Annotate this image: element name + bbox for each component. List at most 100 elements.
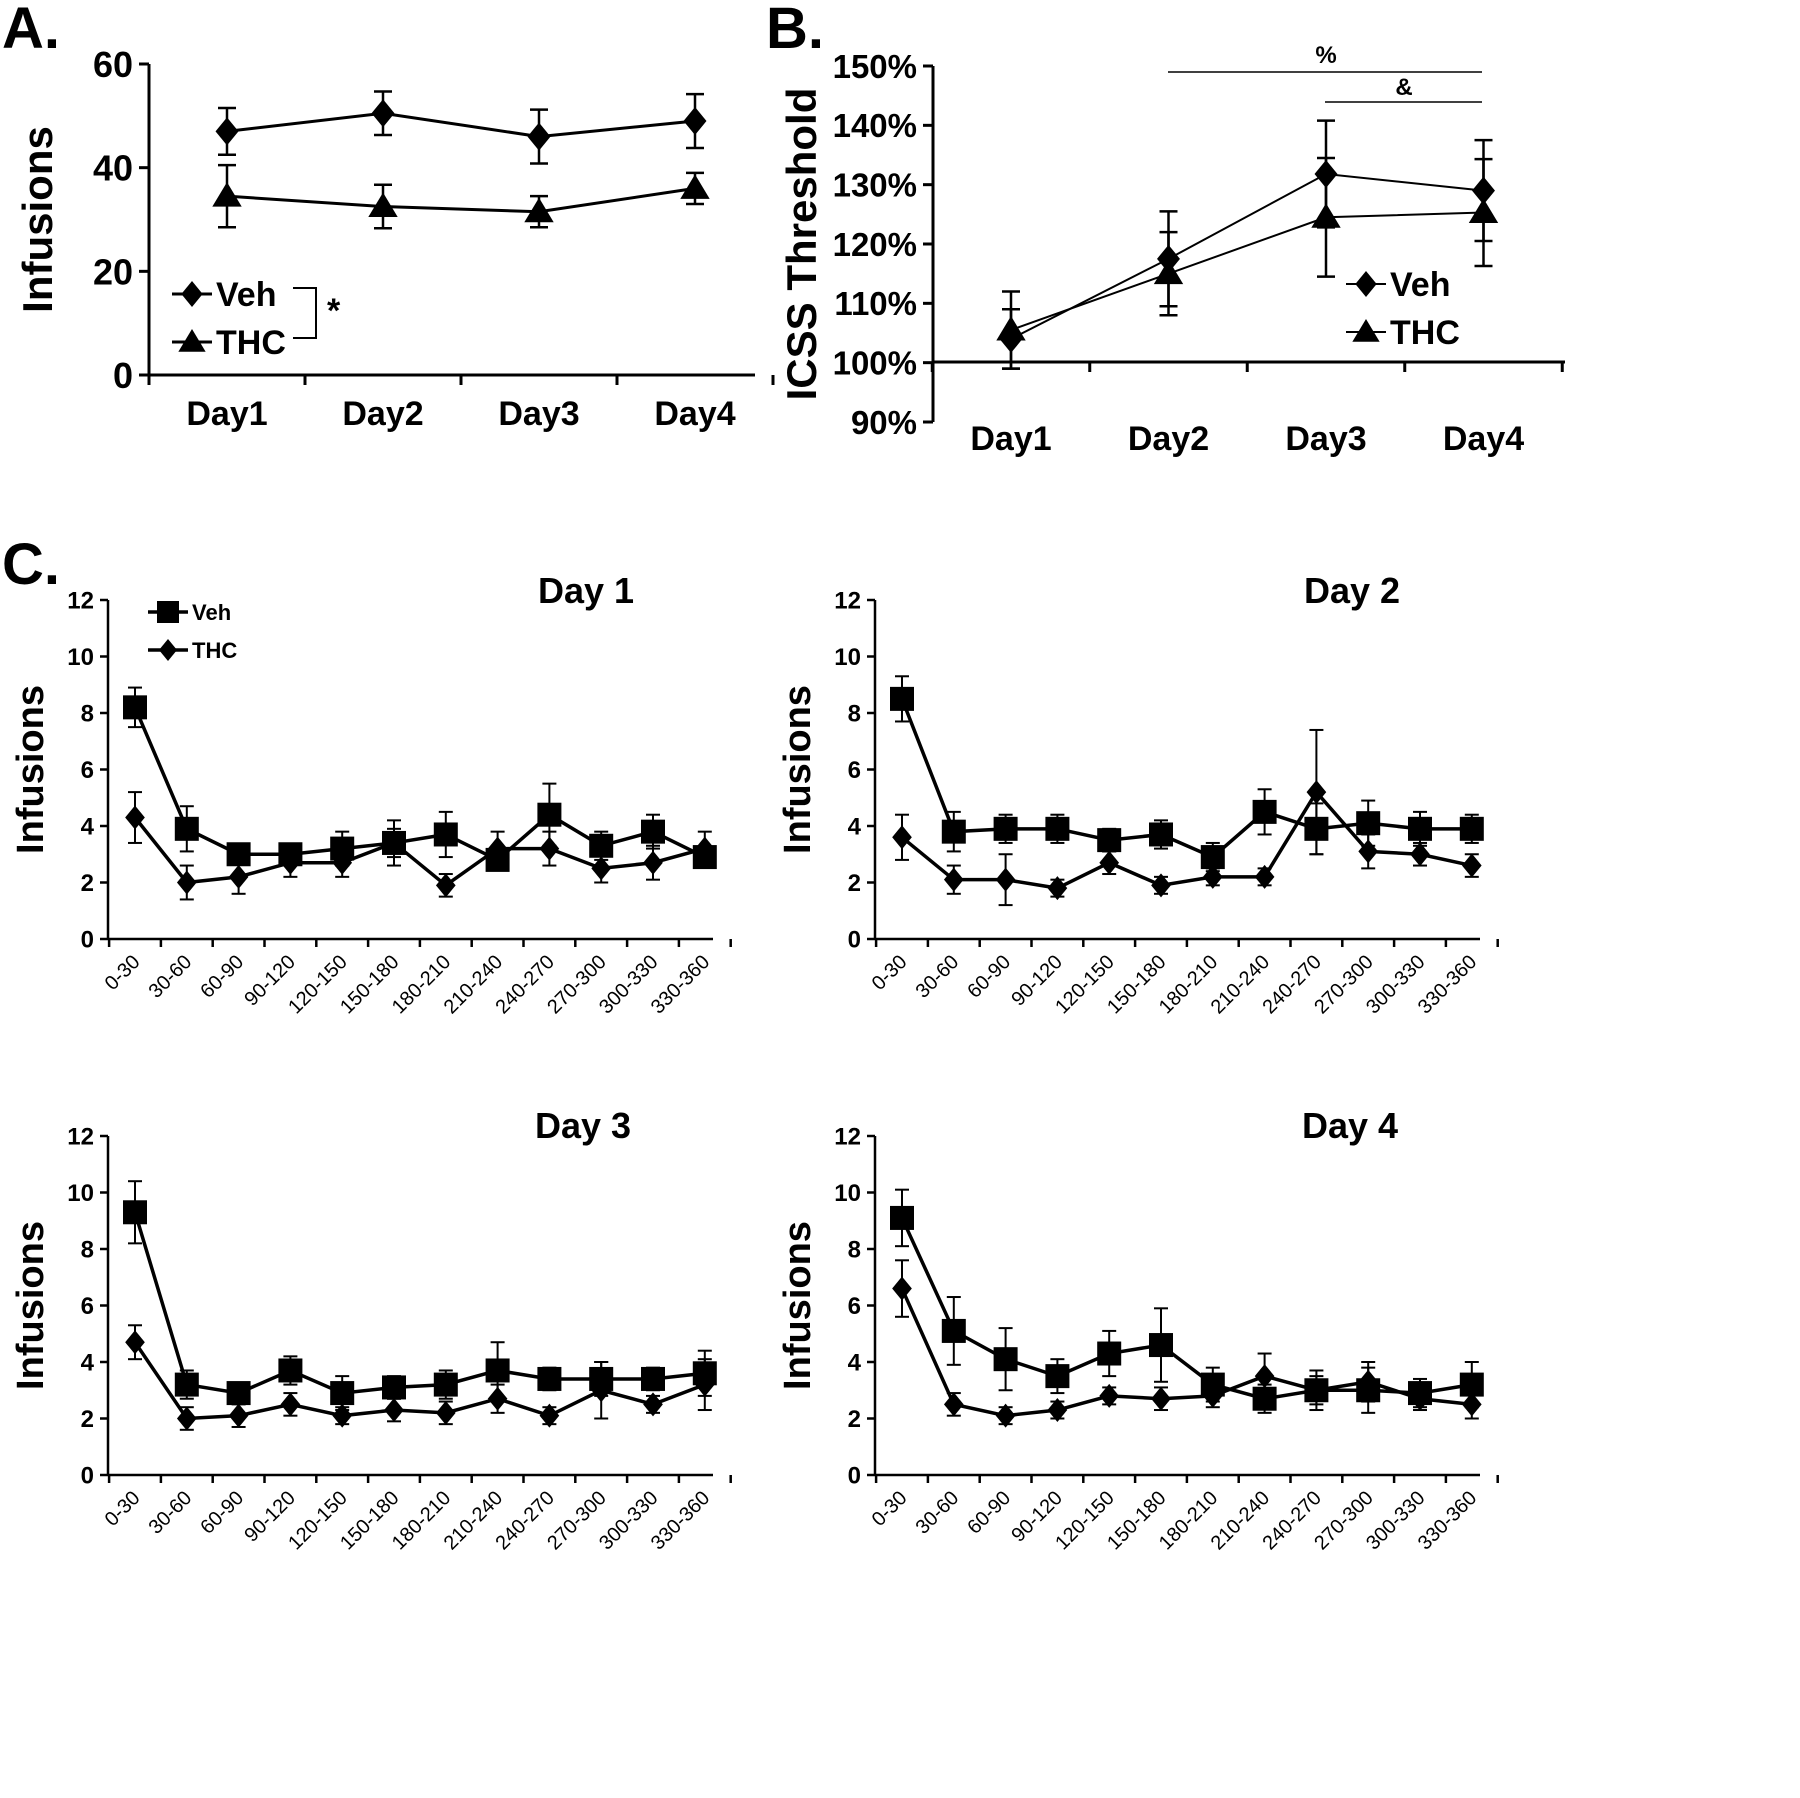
data-point-veh <box>1459 816 1484 841</box>
data-point-thc <box>384 830 404 855</box>
y-tick-label: 110% <box>834 285 917 322</box>
data-point-thc <box>1254 1364 1275 1389</box>
series-thc <box>212 163 710 230</box>
data-point-veh <box>890 686 914 711</box>
series-veh <box>890 1188 1484 1414</box>
y-tick-label: 0 <box>81 1463 94 1490</box>
y-tick-label: 12 <box>834 588 861 615</box>
data-point-veh <box>683 107 707 136</box>
data-point-thc <box>1099 850 1120 875</box>
data-point-thc <box>1410 842 1430 867</box>
data-point-thc <box>1151 1386 1171 1411</box>
data-point-thc <box>643 1392 663 1417</box>
data-point-thc <box>591 1378 612 1403</box>
data-point-thc <box>1306 780 1327 805</box>
data-point-thc <box>892 1276 912 1301</box>
y-tick-label: 6 <box>81 757 94 784</box>
chart-b: 90% 100% 110% 120% 130% 140% 150% Day1 Day2 Day3 D… <box>778 42 1565 458</box>
y-tick-label: 2 <box>848 1406 861 1433</box>
legend-item-thc: THC <box>172 324 286 362</box>
panel-label-c: C. <box>2 532 60 597</box>
data-point-thc <box>539 1403 560 1428</box>
x-category-label: Day4 <box>1443 420 1524 458</box>
y-tick-label: 10 <box>67 644 94 671</box>
y-tick-label: 8 <box>848 1237 861 1264</box>
data-point-thc <box>694 1372 715 1397</box>
legend-marker-veh <box>157 601 179 623</box>
series-thc <box>892 728 1482 907</box>
x-category-label: Day3 <box>498 395 579 433</box>
data-point-veh <box>1356 811 1381 836</box>
significance-marker-percent: % <box>1315 42 1336 69</box>
data-point-thc <box>125 805 145 830</box>
data-point-thc <box>1461 1392 1482 1417</box>
data-point-veh <box>1408 816 1432 841</box>
y-tick-label: 0 <box>81 927 94 954</box>
data-point-thc <box>1153 259 1184 285</box>
y-tick-label: 2 <box>81 1406 94 1433</box>
series-line-veh <box>226 111 696 139</box>
data-point-thc <box>694 836 715 861</box>
data-point-thc <box>1468 198 1499 224</box>
data-point-thc <box>487 1386 508 1411</box>
data-point-thc <box>995 1403 1016 1428</box>
legend-marker-thc <box>178 329 206 352</box>
data-point-thc <box>435 1400 456 1425</box>
series-line-thc <box>226 186 696 214</box>
x-category-label: 0-30 <box>868 1487 912 1531</box>
y-tick-label: 90% <box>851 404 917 441</box>
data-point-thc <box>368 192 398 218</box>
data-point-thc <box>892 825 912 850</box>
y-tick-label: 6 <box>848 1293 861 1320</box>
y-axis-label: Infusions <box>10 685 52 854</box>
data-point-thc <box>1306 1378 1327 1403</box>
y-axis-label: Infusions <box>14 126 61 313</box>
series-veh <box>123 1180 717 1412</box>
data-point-veh <box>226 1381 251 1406</box>
y-tick-label: 120% <box>833 226 917 263</box>
x-category-label: Day4 <box>654 395 735 433</box>
panel-label-b: B. <box>766 0 824 61</box>
series-veh <box>123 686 717 872</box>
significance-marker-ampersand: & <box>1395 74 1412 101</box>
legend-label: Veh <box>1390 266 1450 304</box>
x-category-label: 30-60 <box>912 951 964 1003</box>
chart-title: Day 1 <box>538 570 634 611</box>
chart-a: 0 20 40 60 Day1 Day2 Day3 Day4 Infusions Veh THC * <box>14 44 775 433</box>
data-point-veh <box>890 1205 914 1230</box>
legend-marker-veh <box>1355 271 1377 297</box>
legend-item-veh: Veh <box>148 600 231 625</box>
data-point-veh <box>1097 828 1122 853</box>
series-line-thc <box>1010 211 1484 331</box>
chart-title: Day 2 <box>1304 570 1400 611</box>
data-point-thc <box>524 197 554 223</box>
data-point-thc <box>228 1403 249 1428</box>
data-point-thc <box>1254 864 1275 889</box>
series-line-veh <box>133 706 706 862</box>
data-point-thc <box>125 1330 145 1355</box>
data-point-veh <box>330 1381 355 1406</box>
x-category-label: 0-30 <box>868 951 912 995</box>
data-point-veh <box>537 1366 562 1391</box>
legend-marker-thc <box>158 639 178 661</box>
legend-label: THC <box>1390 314 1460 352</box>
y-tick-label: 2 <box>848 870 861 897</box>
y-tick-label: 12 <box>67 1124 94 1151</box>
y-tick-label: 0 <box>848 927 861 954</box>
x-category-label: Day2 <box>1128 420 1209 458</box>
series-line-thc <box>133 816 706 888</box>
y-tick-label: 12 <box>67 588 94 615</box>
y-axis-label: Infusions <box>777 685 819 854</box>
x-category-label: Day2 <box>342 395 423 433</box>
data-point-veh <box>941 1318 966 1343</box>
data-point-thc <box>435 873 456 898</box>
data-point-thc <box>176 870 197 895</box>
data-point-veh <box>993 1347 1018 1372</box>
x-category-label: 30-60 <box>145 1487 197 1539</box>
y-tick-label: 4 <box>81 814 95 841</box>
data-point-veh <box>1149 822 1173 847</box>
y-tick-label: 8 <box>848 701 861 728</box>
